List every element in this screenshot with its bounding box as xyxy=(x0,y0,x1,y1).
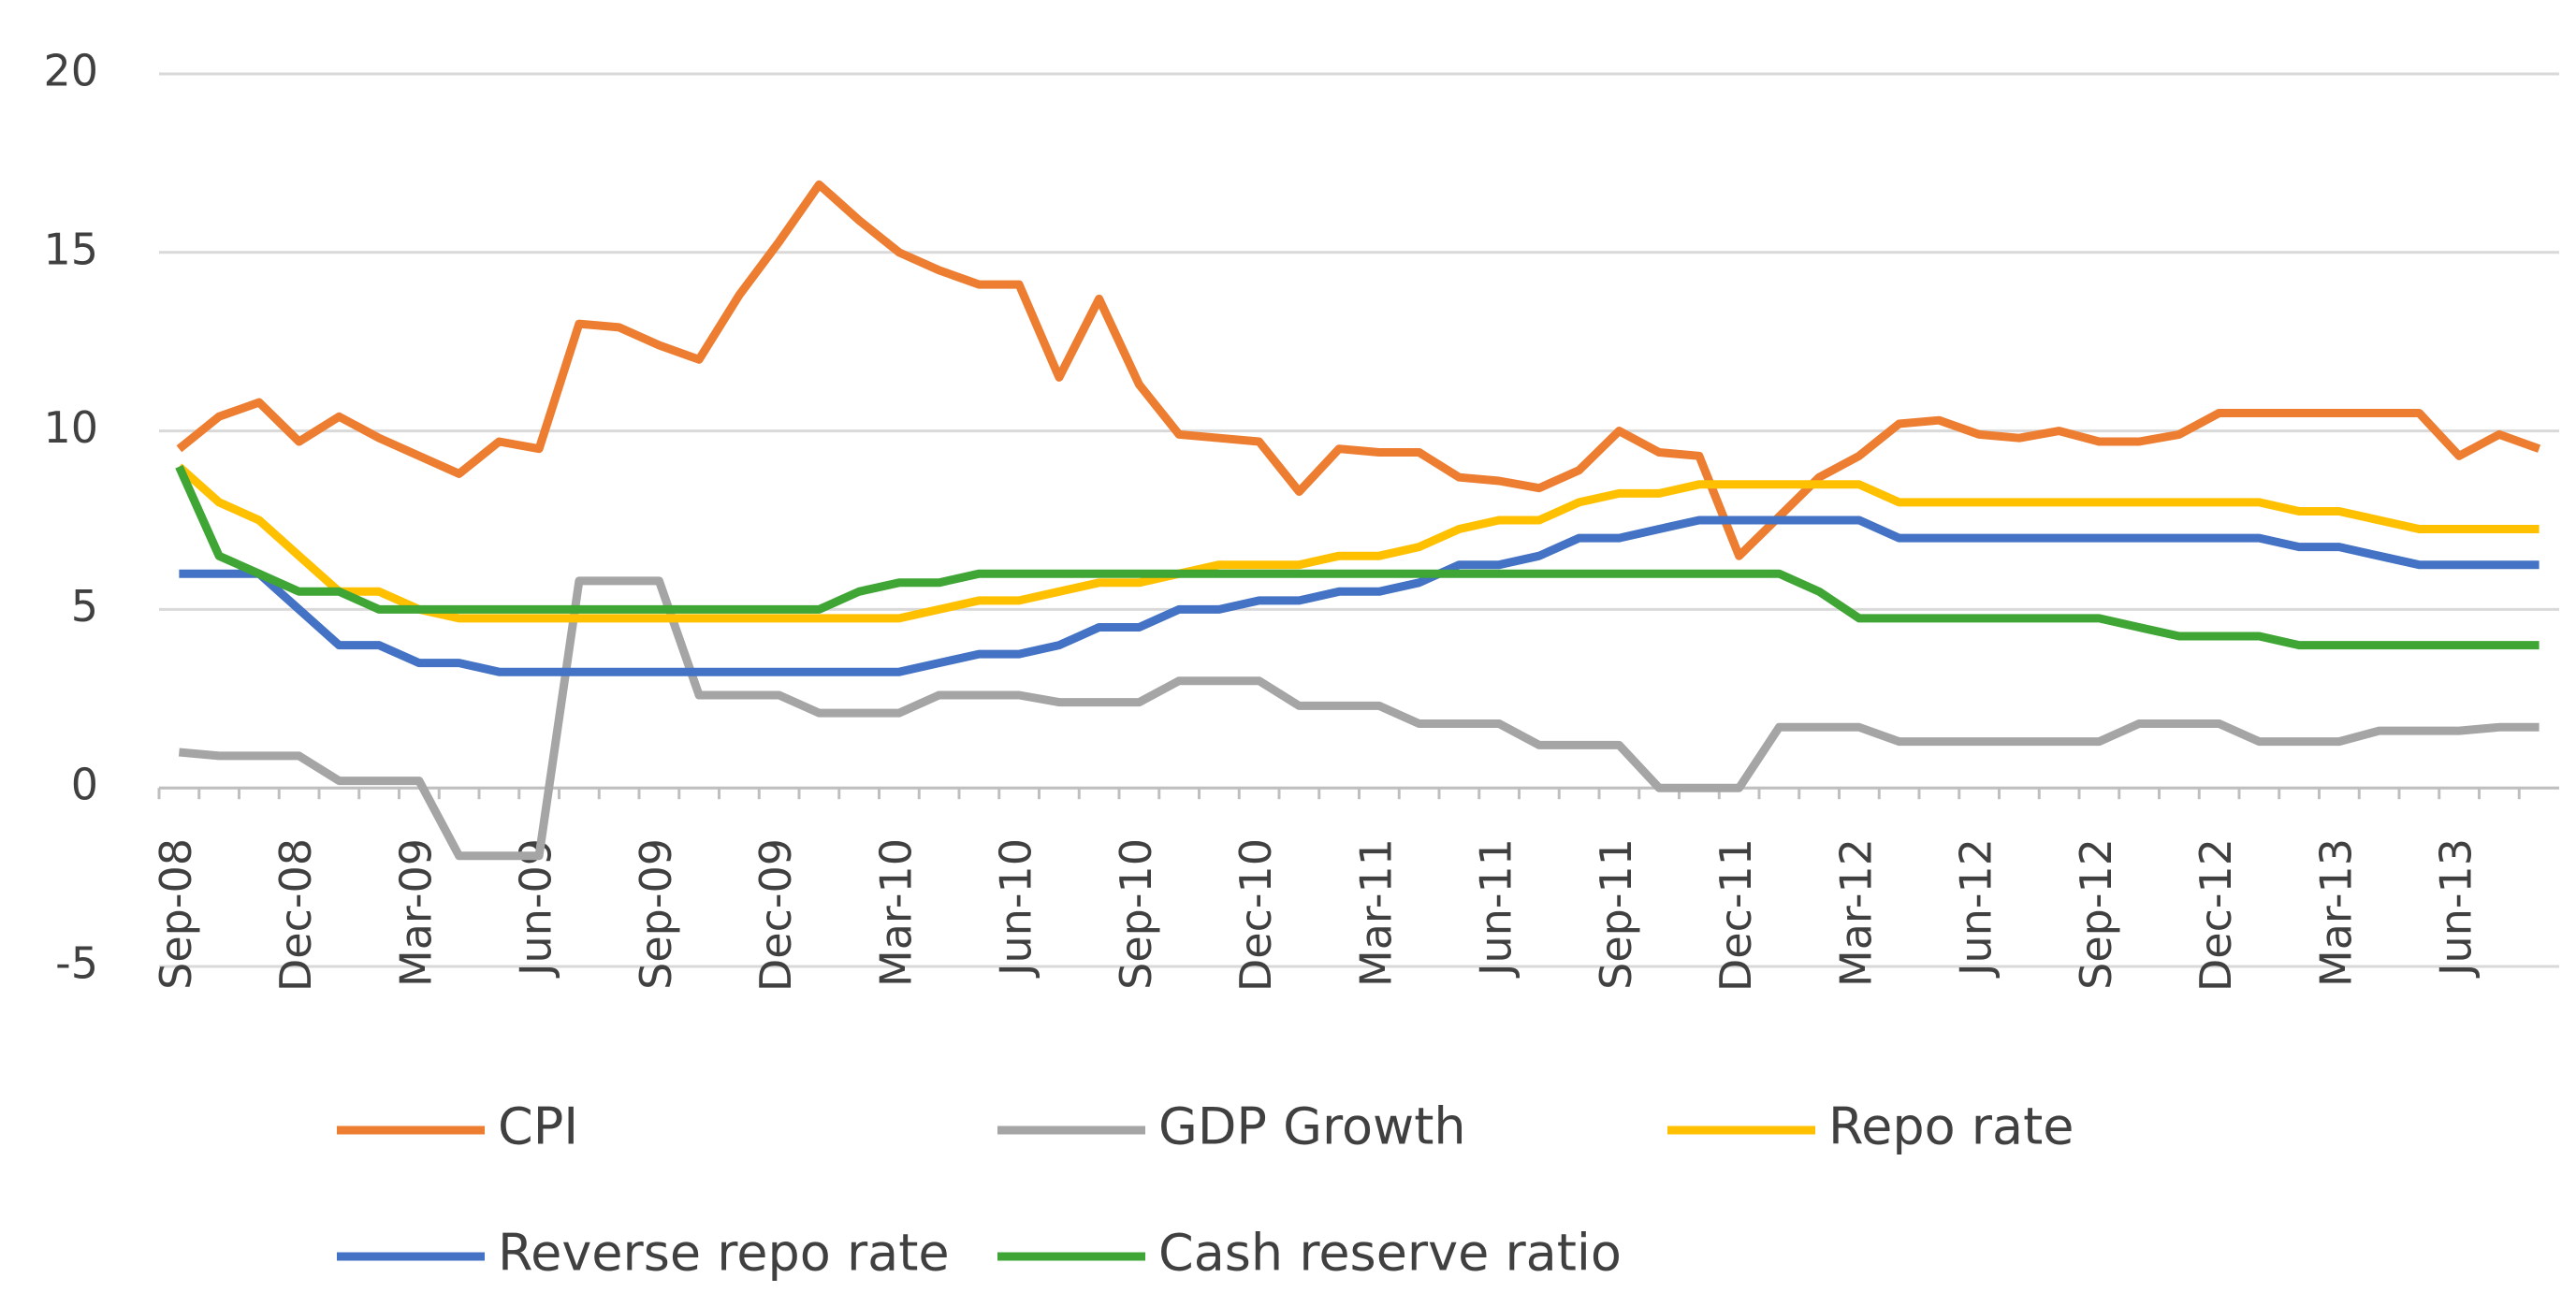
x-tick-label: Sep-11 xyxy=(1591,838,1641,990)
y-tick-label: -5 xyxy=(55,938,98,989)
x-tick-label: Mar-11 xyxy=(1350,838,1401,987)
x-tick-label: Jun-11 xyxy=(1471,838,1521,979)
x-tick-label: Sep-09 xyxy=(631,838,681,990)
legend-label: Reverse repo rate xyxy=(498,1224,950,1283)
x-tick-label: Sep-12 xyxy=(2071,838,2121,990)
x-tick-label: Jun-10 xyxy=(991,838,1041,979)
legend-label: Cash reserve ratio xyxy=(1158,1224,1622,1283)
series-line xyxy=(176,463,2540,623)
series-line xyxy=(176,180,2541,560)
x-tick-label: Sep-10 xyxy=(1111,838,1161,990)
x-tick-label: Dec-10 xyxy=(1230,838,1281,992)
x-tick-label: Dec-08 xyxy=(270,838,321,992)
y-tick-label: 0 xyxy=(71,760,98,810)
x-tick-label: Mar-09 xyxy=(390,838,441,987)
x-tick-label: Dec-12 xyxy=(2190,838,2241,992)
x-tick-label: Jun-09 xyxy=(511,838,561,979)
y-tick-label: 15 xyxy=(43,224,98,274)
series-line xyxy=(179,516,2540,676)
x-tick-label: Jun-13 xyxy=(2431,838,2481,979)
x-tick-label: Mar-10 xyxy=(870,838,921,987)
x-tick-label: Mar-12 xyxy=(1830,838,1881,987)
y-tick-label: 10 xyxy=(43,402,98,453)
x-tick-label: Mar-13 xyxy=(2310,838,2361,987)
legend-label: CPI xyxy=(498,1097,578,1156)
x-tick-label: Sep-08 xyxy=(151,838,201,990)
x-tick-label: Dec-11 xyxy=(1710,838,1761,992)
x-tick-label: Dec-09 xyxy=(750,838,801,992)
legend-label: GDP Growth xyxy=(1158,1097,1466,1156)
y-tick-label: 5 xyxy=(71,581,98,632)
legend-label: Repo rate xyxy=(1828,1097,2074,1156)
y-tick-label: 20 xyxy=(43,46,98,96)
series-line xyxy=(178,576,2540,861)
x-tick-label: Jun-12 xyxy=(1951,838,2001,979)
series-line xyxy=(175,464,2540,650)
